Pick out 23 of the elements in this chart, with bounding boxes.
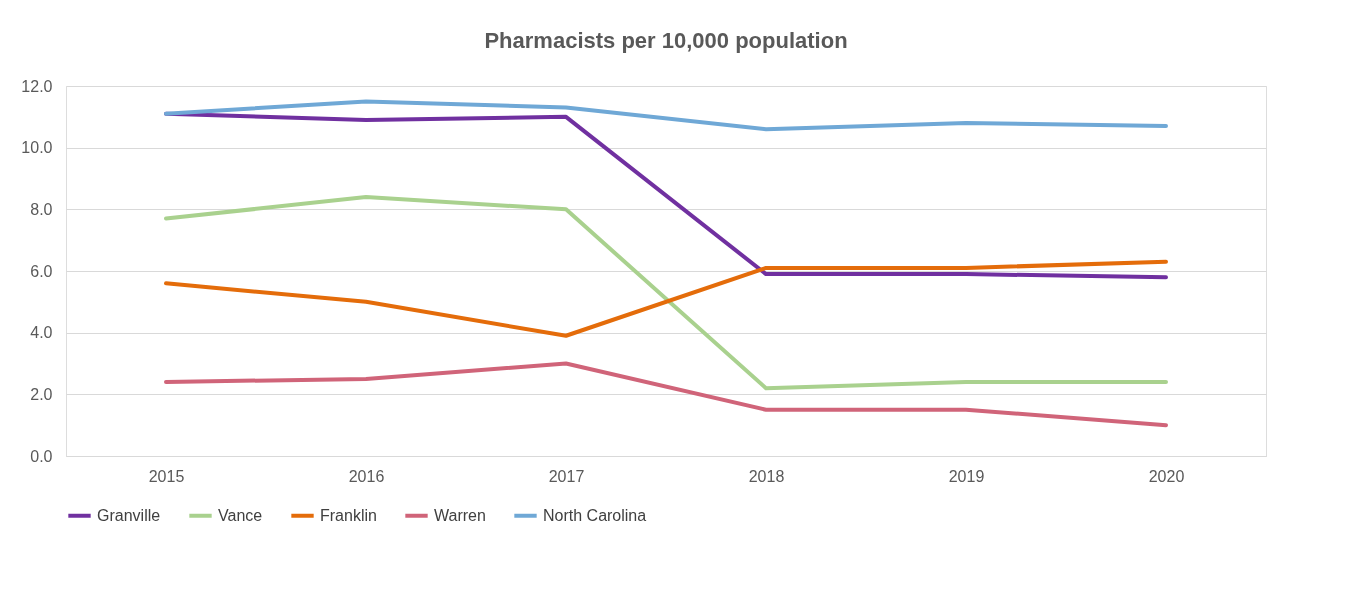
y-tick-label: 0.0	[30, 447, 53, 465]
line-series	[164, 361, 1168, 428]
legend-label: Warren	[434, 506, 486, 524]
x-tick-label: 2016	[348, 467, 385, 485]
x-tick-label: 2015	[148, 467, 185, 485]
y-tick-label: 6.0	[30, 262, 53, 280]
legend-label: Granville	[97, 506, 161, 524]
y-tick-label: 12.0	[21, 77, 53, 95]
x-tick-label: 2018	[748, 467, 785, 485]
y-tick-label: 8.0	[30, 200, 53, 218]
x-tick-label: 2020	[1148, 467, 1185, 485]
legend-label: North Carolina	[543, 506, 647, 524]
legend-label: Franklin	[320, 506, 377, 524]
line-series	[164, 259, 1168, 338]
y-tick-label: 10.0	[21, 139, 53, 157]
legend-label: Vance	[218, 506, 263, 524]
y-tick-label: 4.0	[30, 324, 53, 342]
line-series	[164, 195, 1168, 391]
y-tick-label: 2.0	[30, 385, 53, 403]
x-tick-label: 2017	[548, 467, 585, 485]
x-tick-label: 2019	[948, 467, 985, 485]
line-series	[164, 99, 1168, 132]
chart-title: Pharmacists per 10,000 population	[484, 28, 848, 53]
